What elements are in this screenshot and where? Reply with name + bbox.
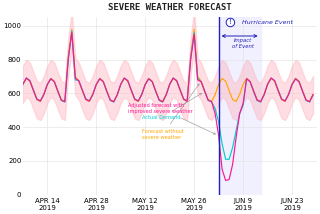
Bar (219, 17, 260, 195)
Text: Forecast without
severe weather: Forecast without severe weather (142, 84, 199, 140)
Text: Hurricane Event: Hurricane Event (242, 20, 292, 25)
Title: SEVERE WEATHER FORECAST: SEVERE WEATHER FORECAST (108, 3, 231, 12)
Text: !: ! (229, 19, 232, 25)
Text: Actual Demand: Actual Demand (142, 93, 202, 120)
Text: Adjusted forecast with
improved severe weather: Adjusted forecast with improved severe w… (128, 103, 215, 134)
Text: Impact
of Event: Impact of Event (232, 38, 254, 49)
